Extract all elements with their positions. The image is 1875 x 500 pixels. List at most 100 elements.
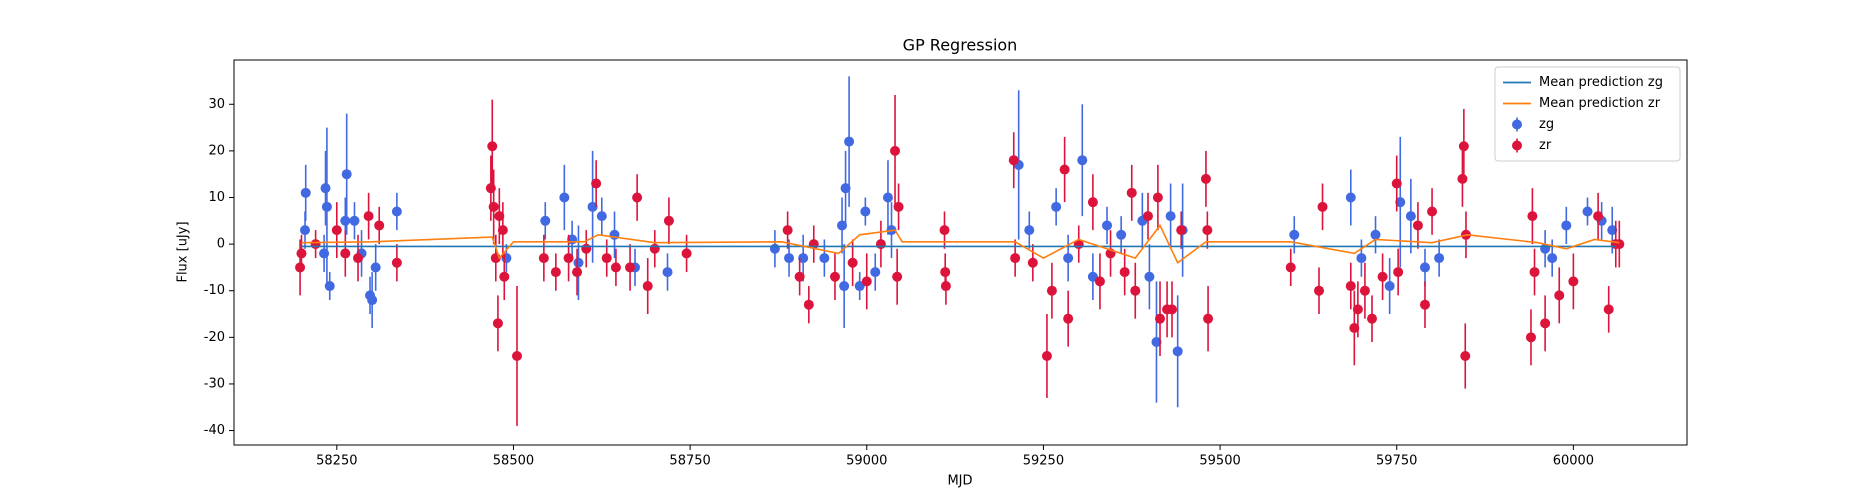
point	[803, 299, 814, 310]
point	[349, 215, 360, 226]
point	[1366, 313, 1377, 324]
point	[374, 220, 385, 231]
point	[1046, 285, 1057, 296]
point	[1359, 285, 1370, 296]
point	[610, 262, 621, 273]
point	[1285, 262, 1296, 273]
x-tick-label: 59750	[1376, 454, 1417, 469]
y-tick-label: 0	[217, 237, 225, 252]
point	[492, 318, 503, 329]
point	[1554, 290, 1565, 301]
point	[391, 206, 402, 217]
point	[540, 215, 551, 226]
point	[847, 257, 858, 268]
x-tick-label: 60000	[1553, 454, 1594, 469]
point	[681, 248, 692, 259]
point	[1063, 313, 1074, 324]
point	[784, 253, 795, 264]
point	[1377, 271, 1388, 282]
point	[353, 253, 364, 264]
point	[1352, 304, 1363, 315]
point	[581, 243, 592, 254]
point	[875, 239, 886, 250]
point	[488, 201, 499, 212]
chart-title: GP Regression	[903, 36, 1018, 55]
point	[1151, 336, 1162, 347]
point	[870, 267, 881, 278]
point	[1458, 141, 1469, 152]
point	[642, 281, 653, 292]
legend-label: Mean prediction zg	[1539, 75, 1663, 90]
point	[1419, 262, 1430, 273]
point	[1434, 253, 1445, 264]
point	[1116, 229, 1127, 240]
legend-swatch	[1512, 140, 1522, 151]
x-tick-label: 58500	[493, 454, 534, 469]
point	[499, 271, 510, 282]
point	[837, 220, 848, 231]
point	[890, 145, 901, 156]
y-tick-label: 10	[208, 190, 225, 205]
point	[1200, 173, 1211, 184]
point	[1087, 197, 1098, 208]
point	[365, 290, 376, 301]
point	[1540, 318, 1551, 329]
point	[321, 201, 332, 212]
point	[940, 281, 951, 292]
point	[1317, 201, 1328, 212]
point	[363, 211, 374, 222]
point	[1582, 206, 1593, 217]
point	[295, 262, 306, 273]
point	[1427, 206, 1438, 217]
point	[1313, 285, 1324, 296]
mean-line	[301, 223, 1620, 264]
point	[1142, 211, 1153, 222]
x-tick-label: 58750	[669, 454, 710, 469]
point	[1202, 225, 1213, 236]
point	[794, 271, 805, 282]
point	[573, 257, 584, 268]
point	[839, 281, 850, 292]
point	[340, 248, 351, 259]
point	[892, 271, 903, 282]
point	[300, 187, 311, 198]
point	[632, 192, 643, 203]
point	[940, 267, 951, 278]
legend-swatch	[1512, 119, 1522, 130]
point	[939, 225, 950, 236]
point	[893, 201, 904, 212]
point	[798, 253, 809, 264]
point	[1008, 155, 1019, 166]
point	[550, 267, 561, 278]
point	[487, 141, 498, 152]
point	[1010, 253, 1021, 264]
point	[563, 253, 574, 264]
point	[300, 225, 311, 236]
point	[1203, 313, 1214, 324]
legend-box	[1494, 66, 1681, 162]
x-tick-label: 59500	[1199, 454, 1240, 469]
plot-frame	[233, 59, 1688, 446]
legend-label: zg	[1539, 117, 1554, 132]
x-axis-label: MJD	[947, 474, 972, 489]
point	[1603, 304, 1614, 315]
y-tick-label: -20	[204, 330, 225, 345]
y-tick-label: -40	[204, 423, 225, 438]
point	[1547, 253, 1558, 264]
y-tick-label: -10	[204, 283, 225, 298]
point	[591, 178, 602, 189]
point	[497, 225, 508, 236]
point	[1349, 323, 1360, 334]
y-tick-label: -30	[204, 376, 225, 391]
point	[1593, 211, 1604, 222]
point	[1094, 276, 1105, 287]
point	[1561, 220, 1572, 231]
point	[1614, 239, 1625, 250]
point	[1405, 211, 1416, 222]
point	[324, 281, 335, 292]
point	[1607, 225, 1618, 236]
point	[854, 281, 865, 292]
point	[1051, 201, 1062, 212]
point	[1130, 285, 1141, 296]
